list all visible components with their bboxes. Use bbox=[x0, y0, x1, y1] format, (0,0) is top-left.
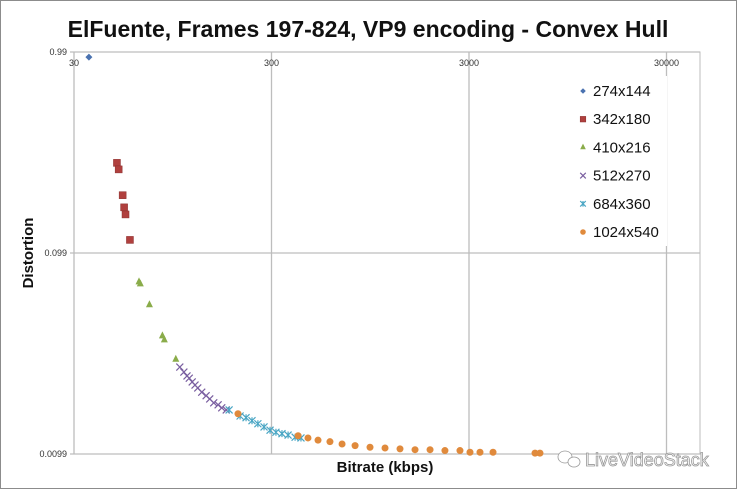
x-tick-label: 30000 bbox=[654, 58, 679, 68]
series-342x180 bbox=[113, 159, 134, 244]
wechat-icon bbox=[557, 450, 581, 468]
data-point bbox=[338, 440, 346, 448]
legend-label: 512x270 bbox=[593, 168, 651, 185]
data-point bbox=[145, 300, 153, 308]
legend-marker-circle-icon bbox=[580, 229, 586, 235]
data-point bbox=[351, 442, 359, 450]
data-point bbox=[284, 431, 293, 439]
legend-marker-star-icon bbox=[579, 200, 587, 208]
data-point bbox=[366, 443, 374, 451]
data-point bbox=[426, 446, 434, 454]
y-axis-label: Distortion bbox=[20, 218, 37, 289]
data-point bbox=[278, 429, 286, 438]
chart-title: ElFuente, Frames 197-824, VP9 encoding -… bbox=[68, 16, 669, 42]
data-point bbox=[396, 445, 404, 453]
data-point bbox=[304, 434, 312, 442]
data-point bbox=[272, 428, 280, 437]
legend-box bbox=[570, 76, 667, 246]
data-point bbox=[248, 416, 256, 425]
legend-marker-square-icon bbox=[579, 116, 587, 123]
data-point bbox=[294, 432, 302, 440]
y-tick-label: 0.99 bbox=[49, 47, 67, 57]
data-point bbox=[456, 447, 464, 455]
data-point bbox=[234, 410, 242, 418]
y-tick-label: 0.099 bbox=[44, 248, 67, 258]
data-point bbox=[172, 354, 180, 362]
data-point bbox=[326, 438, 334, 446]
series-1024x540 bbox=[234, 410, 544, 457]
data-point bbox=[85, 53, 93, 61]
data-point bbox=[114, 165, 123, 174]
watermark-text: LiveVideoStack bbox=[585, 450, 710, 470]
legend-label: 1024x540 bbox=[593, 224, 659, 241]
x-tick-label: 3000 bbox=[459, 58, 479, 68]
data-point bbox=[476, 448, 484, 456]
legend-marker-triangle-icon bbox=[580, 143, 586, 150]
series-512x270 bbox=[175, 363, 231, 414]
x-axis-label: Bitrate (kbps) bbox=[337, 459, 434, 476]
legend-marker-diamond-icon bbox=[580, 88, 586, 94]
x-tick-label: 300 bbox=[264, 58, 279, 68]
data-point bbox=[242, 413, 250, 422]
data-point bbox=[121, 210, 130, 219]
data-point bbox=[126, 236, 134, 244]
data-point bbox=[225, 406, 234, 414]
data-point bbox=[441, 447, 449, 455]
data-point bbox=[113, 159, 121, 167]
data-point bbox=[266, 426, 274, 435]
data-point bbox=[136, 279, 144, 287]
data-point bbox=[197, 388, 206, 397]
data-point bbox=[411, 446, 419, 454]
data-point bbox=[260, 423, 268, 431]
data-point bbox=[217, 403, 226, 412]
data-point bbox=[120, 203, 128, 212]
watermark: LiveVideoStack bbox=[557, 450, 710, 470]
legend-label: 684x360 bbox=[593, 196, 651, 213]
data-point bbox=[466, 448, 474, 456]
data-point bbox=[381, 444, 389, 452]
series-410x216 bbox=[135, 277, 180, 362]
legend-label: 410x216 bbox=[593, 139, 651, 156]
data-point bbox=[175, 363, 184, 371]
legend-marker-x-icon bbox=[579, 172, 587, 179]
data-point bbox=[160, 335, 168, 343]
legend-label: 274x144 bbox=[593, 83, 651, 100]
data-point bbox=[489, 448, 497, 456]
y-tick-label: 0.0099 bbox=[39, 449, 67, 459]
data-point bbox=[209, 398, 218, 407]
data-point bbox=[118, 191, 127, 199]
series-274x144 bbox=[85, 53, 93, 61]
legend-label: 342x180 bbox=[593, 111, 651, 128]
data-point bbox=[314, 436, 322, 444]
data-point bbox=[536, 449, 544, 457]
data-point bbox=[531, 449, 539, 457]
data-point bbox=[253, 419, 262, 428]
x-tick-label: 30 bbox=[69, 58, 79, 68]
